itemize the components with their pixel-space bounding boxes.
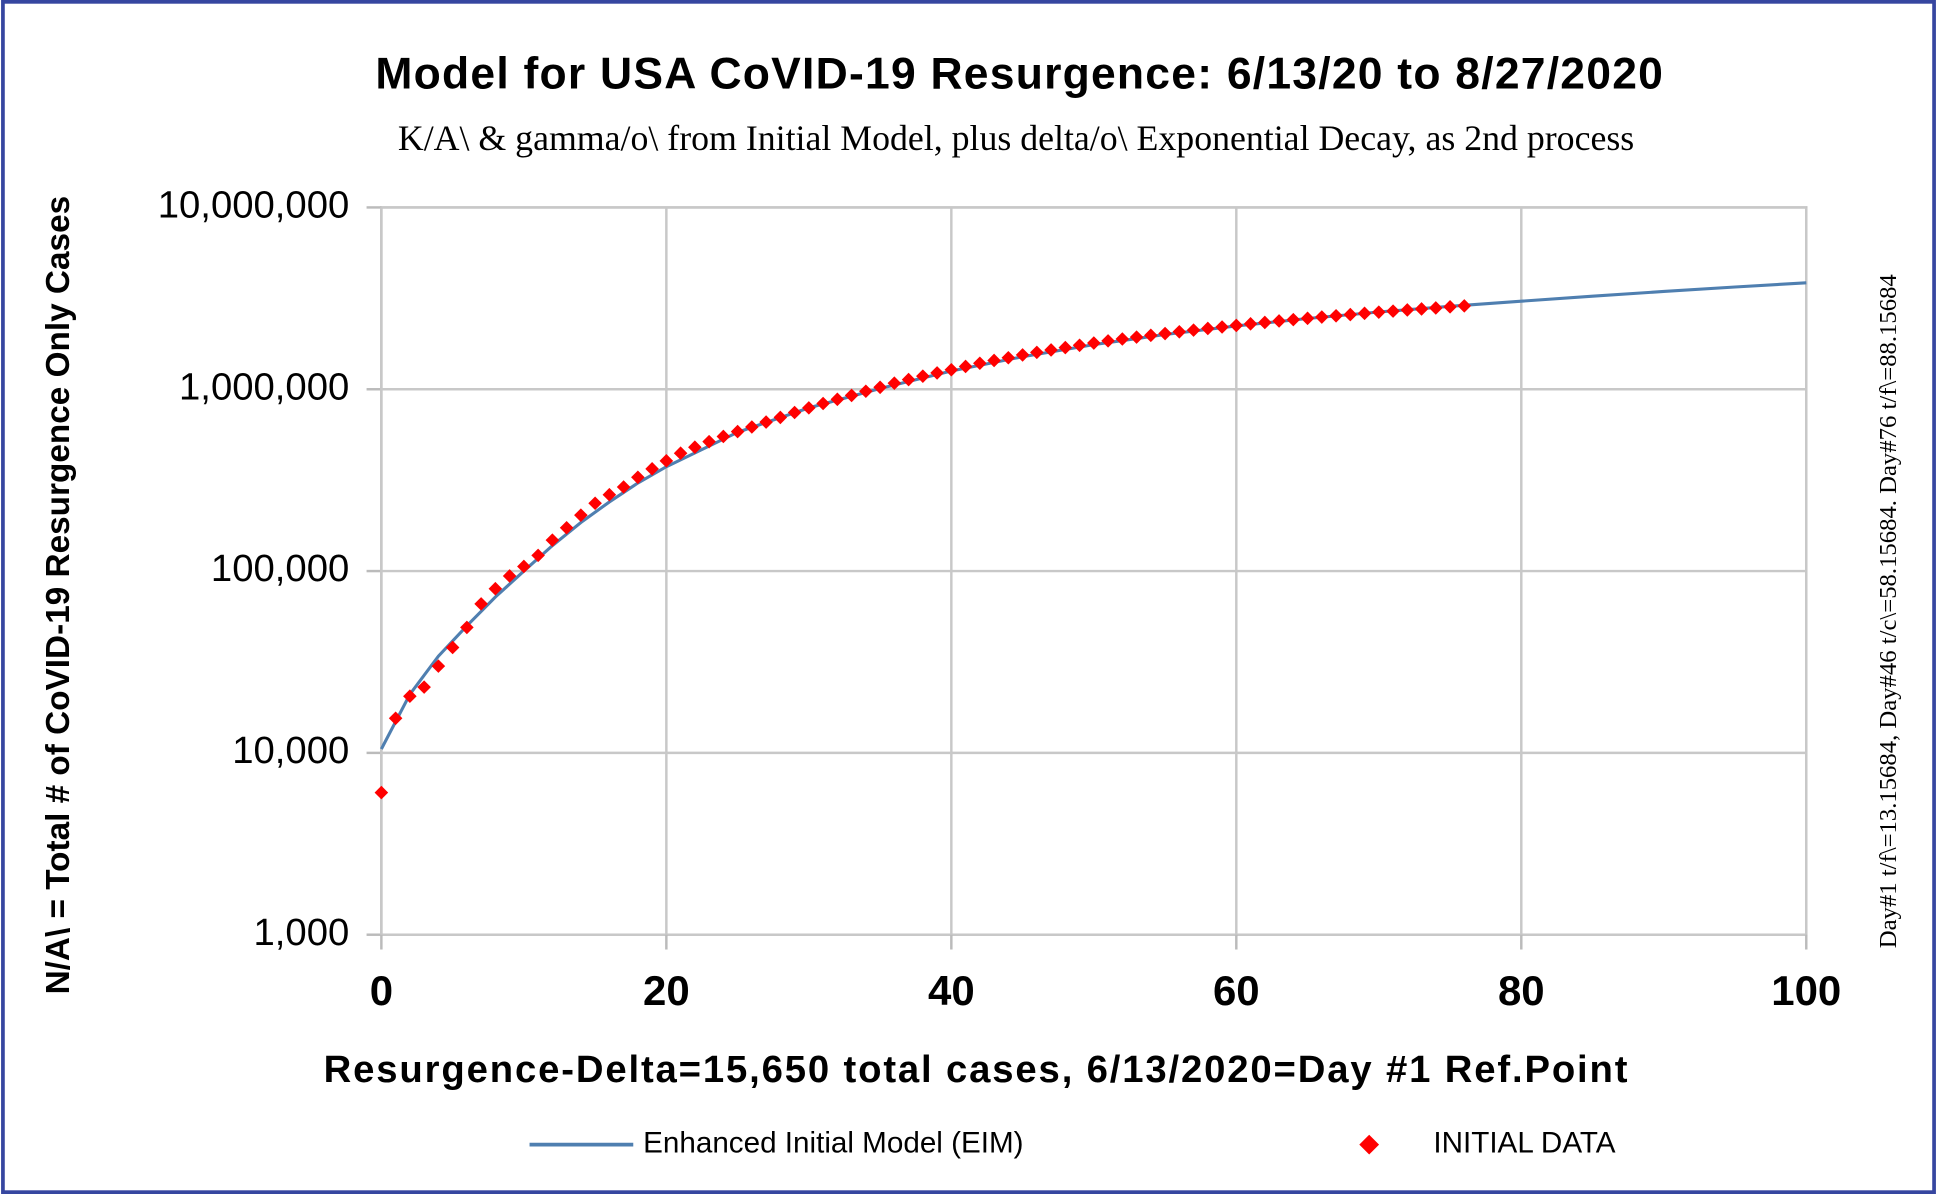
data-point [659, 454, 674, 468]
data-point [987, 353, 1001, 368]
x-tick-label: 60 [1213, 967, 1260, 1014]
data-point [1058, 340, 1073, 355]
data-point [374, 785, 389, 800]
data-point [1129, 330, 1144, 344]
data-point [787, 405, 802, 420]
data-point [631, 470, 645, 485]
data-point [417, 680, 431, 694]
data-point [1357, 306, 1372, 321]
data-point [474, 597, 488, 611]
data-point [1286, 312, 1301, 327]
legend-label: Enhanced Initial Model (EIM) [643, 1126, 1023, 1159]
data-point [559, 520, 574, 535]
data-point [1072, 338, 1087, 353]
data-point [1372, 305, 1386, 319]
y-tick-label: 10,000,000 [158, 184, 350, 227]
legend-label: INITIAL DATA [1433, 1126, 1615, 1159]
data-point [602, 487, 617, 502]
data-point [616, 480, 631, 494]
data-point [830, 392, 845, 407]
data-point [1343, 307, 1358, 322]
x-tick-label: 80 [1498, 967, 1545, 1014]
y-tick-label: 1,000 [254, 911, 350, 954]
x-tick-label: 40 [928, 967, 975, 1014]
y-tick-label: 100,000 [211, 547, 349, 590]
chart-subtitle: K/A\ & gamma/o\ from Initial Model, plus… [398, 118, 1634, 158]
data-point [488, 581, 503, 596]
data-point [431, 659, 446, 673]
x-tick-label: 20 [643, 967, 690, 1014]
x-tick-label: 100 [1771, 967, 1841, 1014]
data-point [1172, 325, 1187, 339]
data-point [545, 533, 560, 547]
data-point [816, 396, 830, 411]
data-point [859, 384, 873, 399]
data-point [517, 559, 531, 574]
data-point [574, 508, 588, 522]
data-point [1215, 320, 1229, 334]
data-point [1414, 302, 1429, 316]
y-tick-label: 1,000,000 [179, 365, 349, 408]
y-tick-label: 10,000 [232, 729, 349, 772]
data-point [1400, 303, 1415, 317]
data-point [531, 548, 545, 563]
data-point [759, 415, 773, 429]
data-point [1044, 343, 1058, 357]
y-axis-label: N/A\ = Total # of CoVID-19 Resurgence On… [40, 196, 77, 995]
data-point [916, 369, 930, 383]
data-point [901, 372, 916, 387]
data-point [1272, 314, 1286, 328]
chart-title: Model for USA CoVID-19 Resurgence: 6/13/… [375, 49, 1664, 98]
data-point [944, 362, 959, 377]
data-point [802, 401, 816, 415]
data-point [1201, 321, 1215, 336]
data-point [1101, 334, 1115, 348]
data-point [1115, 332, 1130, 346]
annotation: Day#1 t/f\=13.15684, Day#46 t/c\=58.1568… [1875, 274, 1902, 948]
x-axis-label: Resurgence-Delta=15,650 total cases, 6/1… [324, 1048, 1630, 1091]
data-point [502, 569, 517, 583]
data-point [930, 366, 944, 380]
data-point [1443, 300, 1457, 314]
data-point [645, 462, 659, 476]
x-tick-label: 0 [370, 967, 393, 1014]
legend-swatch [1359, 1134, 1380, 1155]
data-point [1001, 350, 1016, 365]
data-point [745, 420, 759, 434]
data-point [973, 356, 987, 371]
